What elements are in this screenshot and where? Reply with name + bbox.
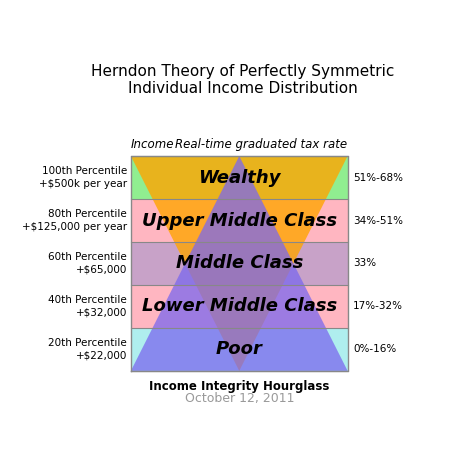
Bar [131,199,347,242]
Text: 80th Percentile
+$125,000 per year: 80th Percentile +$125,000 per year [22,209,127,232]
Text: Herndon Theory of Perfectly Symmetric: Herndon Theory of Perfectly Symmetric [91,65,395,80]
Text: 17%-32%: 17%-32% [353,301,403,312]
Text: Income: Income [131,138,174,151]
Text: October 12, 2011: October 12, 2011 [184,392,294,405]
Text: Income Integrity Hourglass: Income Integrity Hourglass [149,380,329,393]
Bar [131,328,347,371]
Text: Lower Middle Class: Lower Middle Class [142,298,337,315]
Text: 100th Percentile
+$500k per year: 100th Percentile +$500k per year [39,166,127,189]
Text: 60th Percentile
+$65,000: 60th Percentile +$65,000 [48,252,127,275]
Polygon shape [131,156,347,371]
Text: 33%: 33% [353,259,376,268]
Bar [131,285,347,328]
Bar [131,242,347,285]
Bar [131,156,347,199]
Text: Individual Income Distribution: Individual Income Distribution [128,80,358,95]
Text: Poor: Poor [216,340,263,359]
Text: 20th Percentile
+$22,000: 20th Percentile +$22,000 [48,338,127,360]
Polygon shape [131,156,347,371]
Text: Upper Middle Class: Upper Middle Class [142,212,337,230]
Text: 34%-51%: 34%-51% [353,215,403,226]
Text: 51%-68%: 51%-68% [353,173,403,183]
Text: 40th Percentile
+$32,000: 40th Percentile +$32,000 [48,295,127,318]
Text: Middle Class: Middle Class [175,254,303,272]
Text: Real-time graduated tax rate: Real-time graduated tax rate [175,138,347,151]
Text: 0%-16%: 0%-16% [353,345,396,354]
Text: Wealthy: Wealthy [198,168,281,186]
